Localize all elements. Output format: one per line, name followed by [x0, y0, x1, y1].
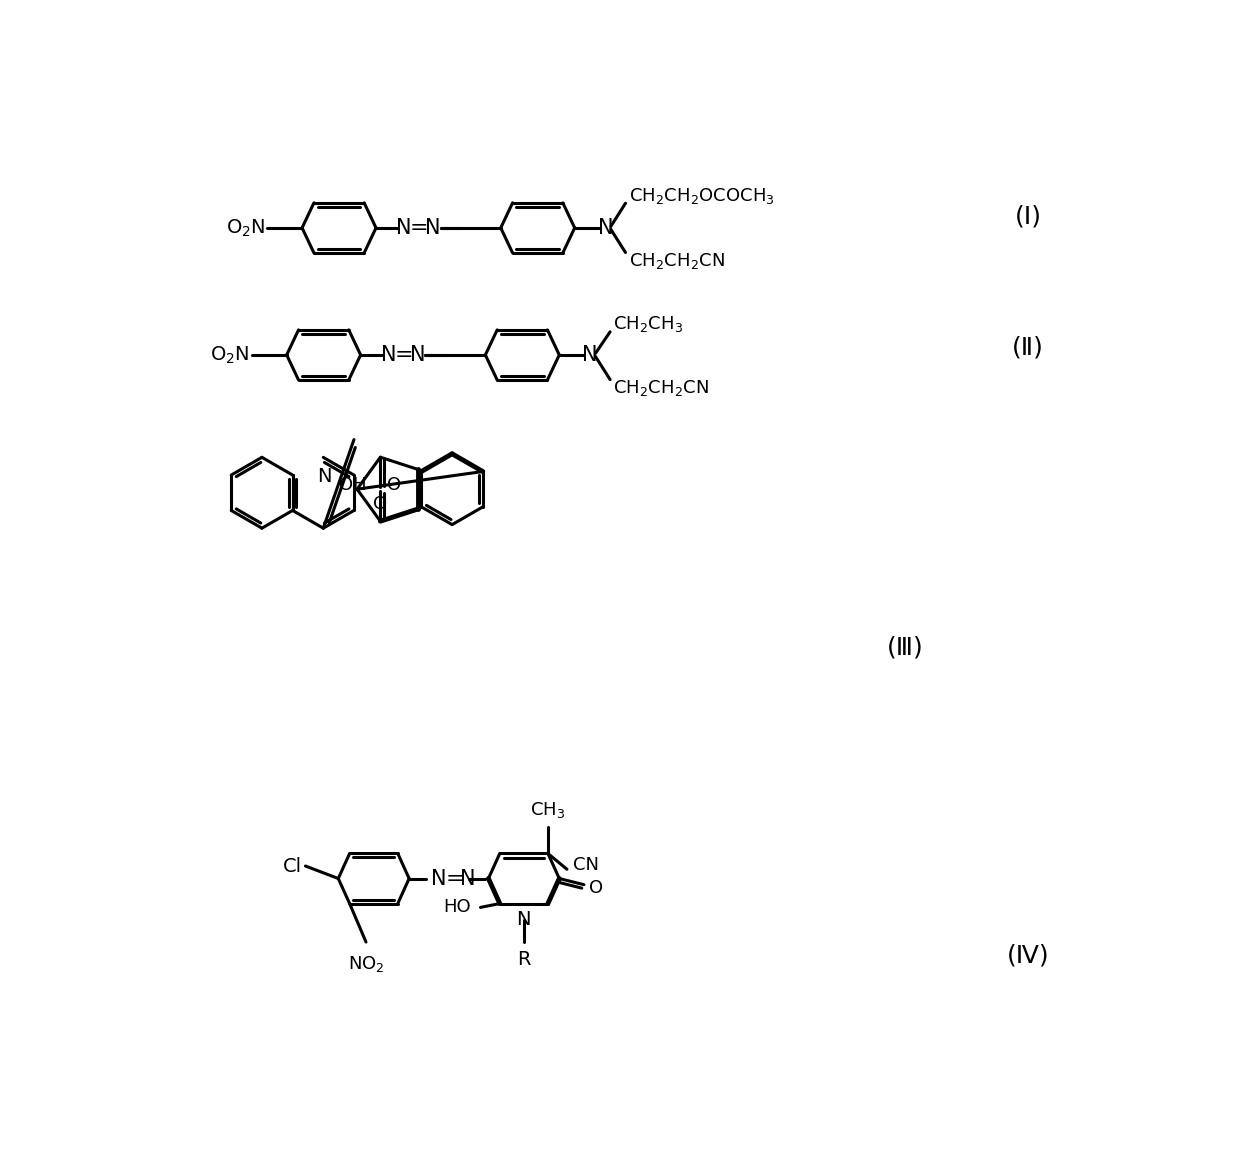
Text: R: R [517, 950, 531, 968]
Text: N: N [381, 345, 396, 365]
Text: CH$_2$CH$_2$CN: CH$_2$CH$_2$CN [629, 251, 724, 271]
Text: =: = [409, 218, 429, 238]
Text: OH: OH [339, 476, 367, 493]
Text: CH$_2$CH$_2$OCOCH$_3$: CH$_2$CH$_2$OCOCH$_3$ [629, 186, 774, 205]
Text: N: N [425, 218, 440, 238]
Text: (Ⅰ): (Ⅰ) [1014, 204, 1042, 229]
Text: N: N [598, 218, 614, 238]
Text: (Ⅳ): (Ⅳ) [1007, 944, 1049, 967]
Text: O: O [373, 495, 387, 513]
Text: NO$_2$: NO$_2$ [347, 953, 384, 974]
Text: HO: HO [443, 899, 470, 916]
Text: N: N [317, 467, 332, 485]
Text: O: O [387, 476, 401, 493]
Text: N: N [410, 345, 425, 365]
Text: CH$_2$CH$_3$: CH$_2$CH$_3$ [613, 315, 683, 334]
Text: CH$_2$CH$_2$CN: CH$_2$CH$_2$CN [613, 378, 709, 398]
Text: Cl: Cl [283, 857, 303, 875]
Text: O$_2$N: O$_2$N [226, 217, 265, 238]
Text: CH$_3$: CH$_3$ [531, 800, 565, 821]
Text: O: O [589, 879, 603, 896]
Text: CN: CN [573, 856, 599, 874]
Text: N: N [517, 910, 531, 929]
Text: O$_2$N: O$_2$N [211, 345, 249, 366]
Text: =: = [446, 868, 465, 888]
Text: (Ⅱ): (Ⅱ) [1012, 336, 1044, 359]
Text: N: N [460, 868, 475, 888]
Text: N: N [396, 218, 412, 238]
Text: N: N [583, 345, 598, 365]
Text: (Ⅲ): (Ⅲ) [887, 635, 924, 659]
Text: N: N [430, 868, 446, 888]
Text: =: = [394, 345, 413, 365]
